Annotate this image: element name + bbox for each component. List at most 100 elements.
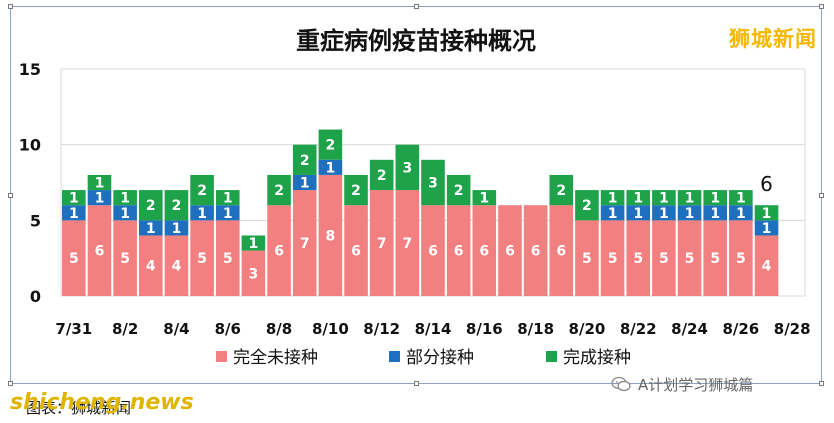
- bar-segment: [138, 190, 163, 221]
- x-tick-label: 8/20: [569, 320, 606, 338]
- resize-handle-top-right[interactable]: [819, 4, 824, 9]
- x-tick-label: 7/31: [55, 320, 92, 338]
- x-axis-tick-labels: 7/31 8/2 8/4 8/6 8/8 8/10 8/12 8/14 8/16 8/18 8/20…: [55, 320, 810, 338]
- bar-data-label: 2: [197, 183, 207, 199]
- bar-data-label: 1: [762, 221, 772, 237]
- bar-data-label: 6: [505, 244, 515, 260]
- bar-data-label: 2: [454, 183, 464, 199]
- bar-segment: [292, 144, 317, 175]
- bar-data-label: 5: [223, 251, 233, 267]
- bar-data-label: 2: [300, 153, 310, 169]
- bar-data-label: 1: [633, 206, 643, 222]
- bar-segment: [62, 205, 86, 221]
- bar-segment: [600, 190, 625, 206]
- bar-segment: [626, 190, 651, 206]
- legend-swatch: [389, 351, 400, 362]
- x-tick-label: 8/14: [415, 320, 452, 338]
- bar-data-label: 2: [172, 198, 182, 214]
- x-tick-label: 8/10: [312, 320, 349, 338]
- bar-data-label: 6: [351, 244, 361, 260]
- legend-label: 完全未接种: [233, 348, 318, 368]
- brand-logo-text: 狮城新闻: [729, 27, 817, 51]
- bar-segment: [472, 205, 497, 296]
- bar-data-label: 6: [428, 244, 438, 260]
- bar-data-label: 7: [402, 236, 412, 252]
- bar-data-label: 1: [300, 176, 310, 192]
- bar-data-label: 1: [120, 206, 130, 222]
- bar-segment: [446, 174, 471, 206]
- bar-segment: [62, 220, 86, 296]
- x-tick-label: 8/18: [517, 320, 554, 338]
- bar-data-label: 8: [326, 228, 336, 244]
- bar-data-label: 2: [377, 168, 387, 184]
- bar-segment: [267, 174, 291, 206]
- bar-data-label: 1: [736, 191, 746, 207]
- bar-data-label: 1: [172, 221, 182, 237]
- bar-data-label: 1: [608, 206, 618, 222]
- bar-segment: [446, 205, 471, 296]
- x-tick-label: 8/2: [112, 320, 138, 338]
- bar-segment: [600, 220, 625, 296]
- legend-label: 部分接种: [406, 348, 474, 368]
- bar-segment: [369, 190, 394, 296]
- resize-handle-right[interactable]: [819, 193, 824, 198]
- bar-data-label: 1: [69, 206, 79, 222]
- annotation-label: 6: [760, 172, 773, 196]
- bar-data-label: 1: [685, 191, 695, 207]
- bar-data-label: 2: [556, 183, 566, 199]
- bar-data-label: 5: [69, 251, 79, 267]
- bar-segment: [113, 190, 137, 206]
- bar-segment: [87, 190, 112, 206]
- y-tick-label: 15: [19, 60, 41, 79]
- bar-data-label: 6: [556, 244, 566, 260]
- bar-data-label: 1: [223, 206, 233, 222]
- wechat-icon: [611, 376, 631, 392]
- bar-data-label: 3: [428, 176, 438, 192]
- bar-data-label: 1: [736, 206, 746, 222]
- wechat-account-name: A计划学习狮城篇: [638, 375, 754, 394]
- bar-data-label: 2: [146, 198, 156, 214]
- figure-caption: 图表：狮城新闻: [26, 399, 132, 417]
- bar-segment: [190, 205, 214, 221]
- bar-segment: [164, 220, 189, 236]
- bar-data-label: 1: [197, 206, 207, 222]
- x-tick-label: 8/16: [466, 320, 503, 338]
- x-tick-label: 8/12: [363, 320, 400, 338]
- bar-segment: [729, 205, 753, 221]
- bar-segment: [703, 205, 728, 221]
- bar-data-label: 5: [685, 251, 695, 267]
- bar-data-label: 5: [197, 251, 207, 267]
- bar-data-label: 2: [351, 183, 361, 199]
- wechat-account-tag[interactable]: A计划学习狮城篇: [610, 372, 753, 396]
- bar-data-label: 1: [685, 206, 695, 222]
- bar-segment: [703, 190, 728, 206]
- bar-segment: [549, 174, 574, 206]
- bar-data-label: 5: [582, 251, 592, 267]
- bar-segment: [344, 174, 368, 206]
- bar-segment: [677, 205, 702, 221]
- resize-handle-bottom-right[interactable]: [819, 381, 824, 386]
- resize-handle-bottom[interactable]: [414, 381, 419, 386]
- legend: 完全未接种 部分接种 完成接种: [216, 348, 631, 368]
- bar-segment: [113, 205, 137, 221]
- bar-data-label: 2: [582, 198, 592, 214]
- bar-segment: [113, 220, 137, 296]
- resize-handle-top-left[interactable]: [8, 4, 13, 9]
- bar-segment: [87, 205, 112, 296]
- bar-data-label: 6: [454, 244, 464, 260]
- resize-handle-left[interactable]: [8, 193, 13, 198]
- bar-segment: [318, 159, 343, 175]
- bar-data-label: 1: [95, 176, 105, 192]
- bar-segment: [421, 205, 445, 296]
- bar-data-label: 1: [659, 191, 669, 207]
- bar-segment: [575, 220, 599, 296]
- bar-segment: [472, 190, 497, 206]
- bar-data-label: 4: [762, 259, 772, 275]
- resize-handle-top[interactable]: [414, 4, 419, 9]
- bar-data-label: 1: [95, 191, 105, 207]
- bar-segment: [575, 190, 599, 221]
- bar-segment: [729, 190, 753, 206]
- bar-segment: [754, 205, 779, 221]
- resize-handle-bottom-left[interactable]: [8, 381, 13, 386]
- bar-data-label: 2: [274, 183, 284, 199]
